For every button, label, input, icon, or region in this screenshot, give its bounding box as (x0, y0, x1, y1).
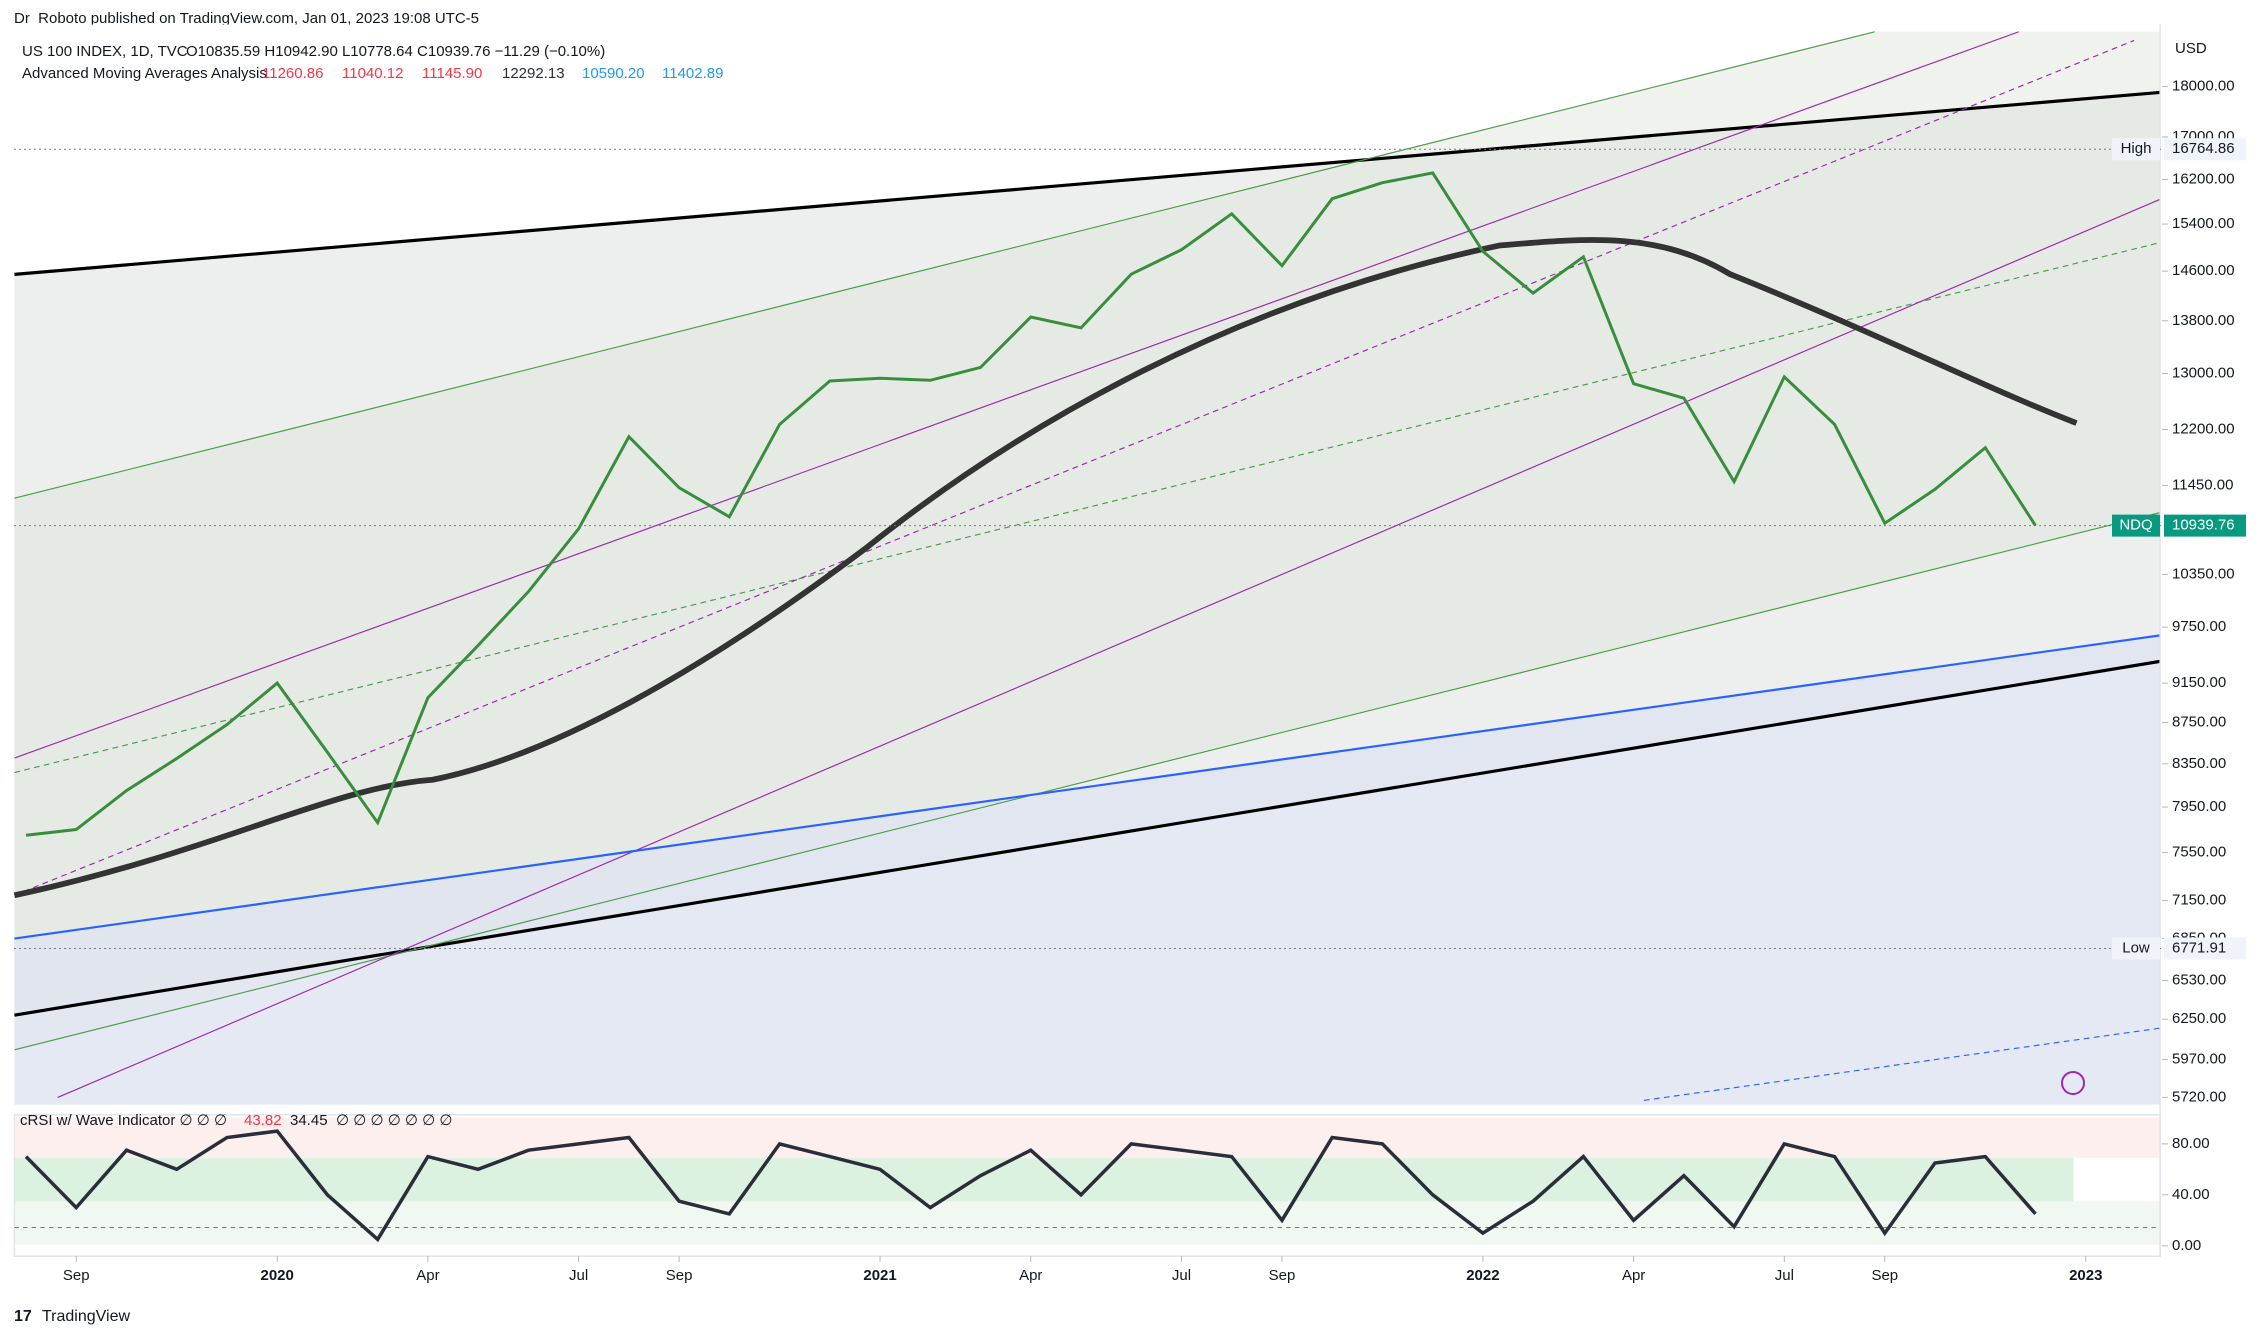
study-value: 11145.90 (422, 65, 482, 82)
y-tick-label: 5970.00 (2172, 1051, 2226, 1068)
currency: USD (2175, 40, 2207, 57)
x-tick-label: Sep (666, 1267, 693, 1284)
y-tick-label: 40.00 (2172, 1186, 2210, 1203)
y-tick-label: 7150.00 (2172, 892, 2226, 909)
x-tick-label: Jul (569, 1267, 588, 1284)
x-tick-label: Apr (1622, 1267, 1645, 1284)
study-value: 11260.86 (262, 65, 323, 82)
high-label-box (2112, 138, 2160, 161)
trend-bottom (14, 659, 2161, 1017)
y-tick-label: 8350.00 (2172, 755, 2226, 772)
study-value: 10590.20 (582, 65, 645, 82)
green-top (14, 31, 1875, 499)
low-value-box (2164, 937, 2246, 960)
y-tick-label: 5720.00 (2172, 1088, 2226, 1105)
purple-top (14, 31, 2019, 759)
low-value: 6771.91 (2172, 939, 2226, 956)
y-tick-label: 11450.00 (2172, 476, 2233, 493)
x-tick-label: Sep (1871, 1267, 1898, 1284)
indicator-value: 34.45 (290, 1112, 328, 1129)
y-tick-label: 0.00 (2172, 1237, 2201, 1254)
high-label: High (2121, 140, 2152, 157)
y-tick-label: 8750.00 (2172, 714, 2226, 731)
y-tick-label: 12200.00 (2172, 420, 2235, 437)
purple-mid (14, 39, 2135, 896)
y-tick-label: 18000.00 (2172, 78, 2235, 95)
publisher: Dr_Roboto published on TradingView.com, … (14, 10, 479, 27)
low-label-box (2112, 937, 2160, 960)
footer-brand: TradingView (42, 1308, 130, 1325)
study-value: 11402.89 (662, 65, 723, 82)
y-tick-label: 9150.00 (2172, 674, 2226, 691)
high-value-box (2164, 138, 2246, 161)
green-channel-fill (14, 31, 2161, 1050)
last-value-box (2164, 514, 2246, 537)
y-tick-label: 16200.00 (2172, 170, 2235, 187)
x-tick-label: Apr (416, 1267, 439, 1284)
x-tick-label: 2022 (1466, 1267, 1499, 1284)
purple-bottom (57, 198, 2161, 1098)
oversold-band (14, 1201, 2161, 1245)
y-tick-label: 7950.00 (2172, 798, 2226, 815)
green-bottom (14, 512, 2161, 1051)
x-tick-label: Apr (1019, 1267, 1042, 1284)
last-value: 10939.76 (2172, 517, 2235, 534)
study-name: Advanced Moving Averages Analysis (22, 65, 267, 82)
x-tick-label: Jul (1775, 1267, 1794, 1284)
low-label: Low (2122, 939, 2150, 956)
blue-fill (14, 635, 2161, 1105)
y-tick-label: 10350.00 (2172, 565, 2235, 582)
wave-band (14, 1158, 2074, 1202)
y-tick-label: 7550.00 (2172, 844, 2226, 861)
indicator-value: 43.82 (244, 1112, 282, 1129)
x-tick-label: Sep (1269, 1267, 1296, 1284)
y-tick-label: 9750.00 (2172, 618, 2226, 635)
x-tick-label: 2023 (2069, 1267, 2102, 1284)
alert-icon[interactable] (2061, 1071, 2085, 1095)
x-tick-label: 2020 (261, 1267, 294, 1284)
green-mid (14, 242, 2161, 774)
indicator-tail: ∅ ∅ ∅ ∅ ∅ ∅ ∅ (336, 1112, 452, 1129)
last-label-box (2112, 514, 2160, 537)
blue-line (14, 634, 2161, 940)
high-value: 16764.86 (2172, 140, 2235, 157)
x-tick-label: Jul (1172, 1267, 1191, 1284)
y-tick-label: 6250.00 (2172, 1010, 2226, 1027)
y-tick-label: 14600.00 (2172, 262, 2235, 279)
overbought-band (14, 1117, 2161, 1159)
y-tick-label: 13000.00 (2172, 364, 2235, 381)
last-label: NDQ (2119, 517, 2152, 534)
logo: 17 (14, 1308, 32, 1325)
moving-average (13, 237, 2078, 899)
y-tick-label: 13800.00 (2172, 312, 2235, 329)
trend-top (14, 90, 2161, 276)
x-tick-label: 2021 (863, 1267, 896, 1284)
indicator-title: cRSI w/ Wave Indicator ∅ ∅ ∅ (20, 1112, 227, 1129)
ohlc: O10835.59 H10942.90 L10778.64 C10939.76 … (186, 43, 605, 60)
price-line (24, 1129, 2037, 1243)
y-tick-label: 6530.00 (2172, 972, 2226, 989)
price-line (25, 171, 2037, 837)
study-value: 11040.12 (342, 65, 403, 82)
y-tick-label: 80.00 (2172, 1135, 2210, 1152)
y-tick-label: 15400.00 (2172, 215, 2235, 232)
drawings (13, 24, 2161, 1258)
symbol-title: US 100 INDEX, 1D, TVC (22, 43, 188, 60)
blue-dashed (1643, 1027, 2161, 1101)
x-tick-label: Sep (63, 1267, 90, 1284)
study-value: 12292.13 (502, 65, 565, 82)
